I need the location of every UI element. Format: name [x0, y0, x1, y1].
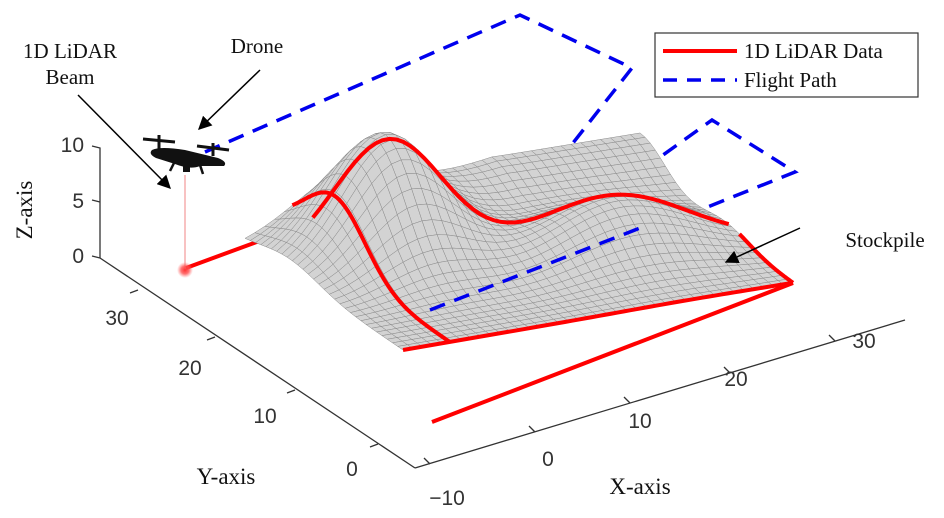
y-tick-label: 30	[105, 307, 128, 330]
drone-label: Drone	[231, 34, 283, 58]
drone-icon	[142, 135, 230, 175]
beam-label-line2: Beam	[46, 65, 95, 89]
stockpile-label: Stockpile	[845, 228, 924, 252]
y-tick-label: 10	[253, 405, 276, 428]
x-tick-label: 20	[724, 368, 747, 391]
lidar-profile-mid	[311, 136, 730, 227]
z-tick-label: 10	[61, 134, 84, 157]
lidar-ground-line	[431, 281, 794, 424]
z-tick-label: 0	[72, 245, 84, 268]
flight-path-front	[429, 226, 641, 312]
axes	[91, 145, 906, 469]
z-tick-5	[91, 199, 101, 203]
x-tick-label: 30	[852, 330, 875, 353]
x-tick-label: −10	[429, 487, 465, 510]
drone-arrow	[198, 69, 261, 130]
z-axis-line	[91, 145, 101, 258]
beam-arrow	[77, 94, 171, 189]
lidar-profile-front	[402, 280, 794, 352]
y-axis-label: Y-axis	[197, 464, 256, 489]
stockpile-arrow	[724, 227, 801, 264]
legend: 1D LiDAR Data Flight Path	[654, 32, 919, 98]
lidar-data-lines	[291, 136, 795, 352]
lidar-profile-left	[291, 190, 451, 344]
legend-label: 1D LiDAR Data	[744, 39, 883, 63]
x-tick-label: 0	[542, 448, 554, 471]
stockpile-surface	[244, 132, 794, 351]
y-axis-line	[99, 257, 416, 469]
beam-label-line1: 1D LiDAR	[23, 39, 117, 63]
x-axis-line	[414, 319, 906, 469]
lidar-profile-right	[738, 232, 795, 285]
tick-labels: 10 5 0 30 20 10 0 −10 0 10 20 30	[61, 134, 876, 510]
z-tick-label: 5	[72, 190, 84, 213]
z-axis-label: Z-axis	[12, 181, 37, 240]
y-tick-label: 20	[178, 357, 201, 380]
z-tick-0	[91, 255, 101, 259]
lidar-ground-line	[185, 238, 263, 270]
lidar-spot	[177, 262, 193, 278]
y-tick-label: 0	[346, 458, 358, 481]
x-tick-label: 10	[628, 410, 651, 433]
x-axis-label: X-axis	[609, 474, 670, 499]
legend-label: Flight Path	[744, 68, 837, 92]
